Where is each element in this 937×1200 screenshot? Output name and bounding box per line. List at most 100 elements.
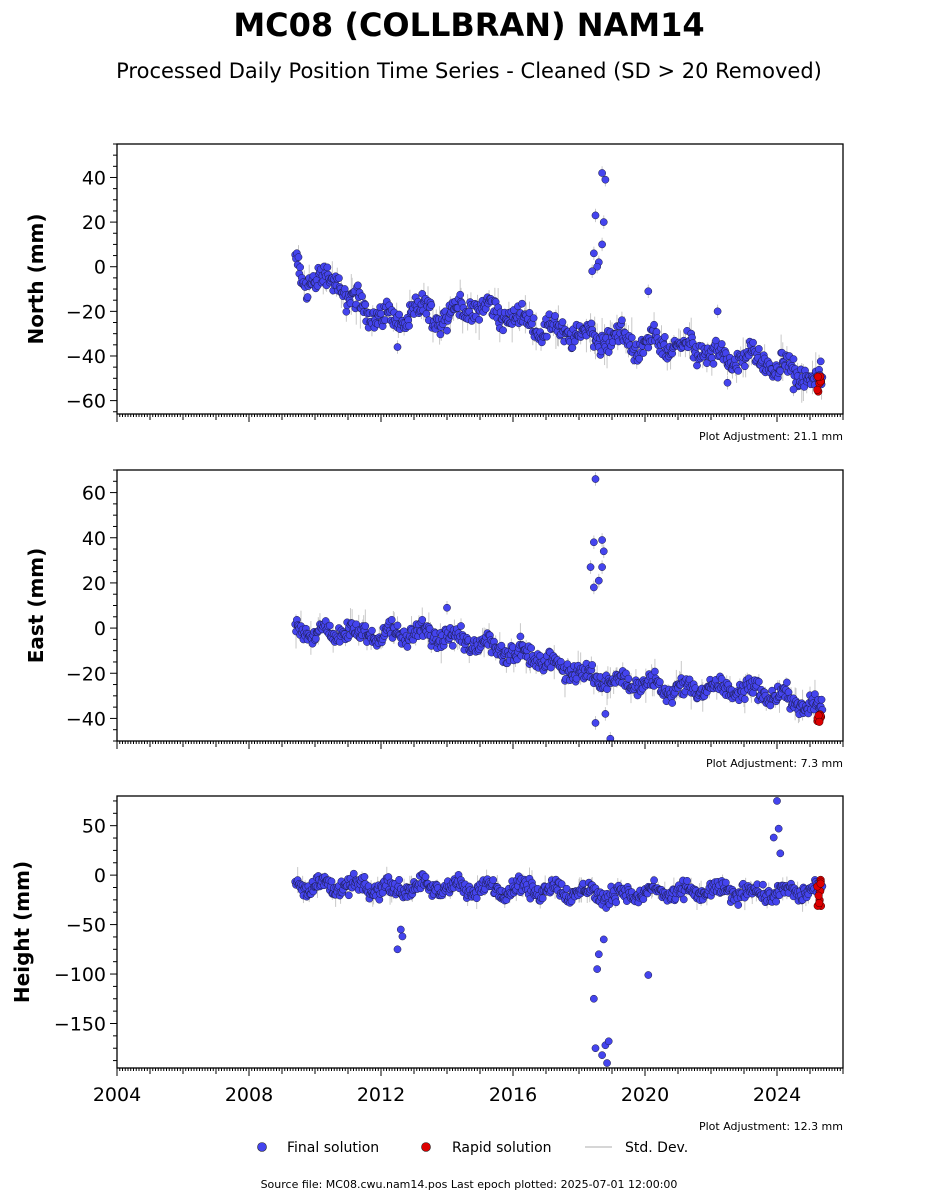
- final-point: [538, 894, 547, 903]
- x-tick-label: 2004: [93, 1084, 141, 1106]
- y-tick-label: −20: [66, 663, 106, 685]
- final-point: [660, 333, 669, 341]
- final-point: [816, 357, 825, 366]
- final-point: [377, 309, 385, 318]
- plot-adjustment-height: Plot Adjustment: 12.3 mm: [699, 1120, 843, 1133]
- final-point-outlier: [598, 536, 606, 544]
- final-point: [497, 641, 506, 650]
- final-point-outlier: [599, 935, 608, 944]
- final-point-outlier: [393, 343, 402, 351]
- final-point: [344, 891, 353, 900]
- final-point-outlier: [598, 1051, 606, 1059]
- x-tick-label: 2016: [489, 1084, 537, 1106]
- final-point-outlier: [598, 563, 606, 571]
- final-point-outlier: [588, 267, 597, 276]
- y-axis-height: 50 0 −50 −100 −150: [54, 800, 117, 1062]
- rapid-points-north: [813, 372, 826, 396]
- y-tick-label: −60: [66, 391, 106, 413]
- final-point: [518, 299, 526, 308]
- final-point-outlier: [443, 603, 451, 612]
- panel-north: 40 20 0 −20 −40 −60 North (mm) Plot Adjustment:…: [24, 143, 844, 443]
- x-axis-height: 2004 2008 2012 2016 2020 2024: [93, 1068, 844, 1106]
- axes-frame-north: [116, 143, 844, 415]
- final-point: [817, 695, 826, 704]
- final-point-outlier: [593, 965, 602, 973]
- plot-area-north: [291, 166, 827, 403]
- x-tick-label: 2024: [753, 1084, 801, 1106]
- final-point: [303, 293, 312, 301]
- final-point-outlier: [601, 710, 610, 718]
- final-point-outlier: [586, 563, 595, 571]
- plot-area-east: [291, 472, 827, 741]
- y-tick-label: 40: [82, 167, 106, 189]
- final-point: [624, 674, 633, 683]
- y-tick-label: −150: [54, 1013, 106, 1035]
- final-point: [360, 872, 369, 881]
- rapid-point: [816, 879, 825, 888]
- final-points-height: [291, 797, 827, 1067]
- y-tick-label: −50: [66, 915, 106, 937]
- final-point: [326, 621, 334, 630]
- final-point-outlier: [599, 218, 608, 226]
- final-point-outlier: [393, 945, 402, 954]
- final-point-outlier: [594, 576, 603, 585]
- legend: Final solution Rapid solution Std. Dev.: [257, 1140, 688, 1156]
- final-points-east: [291, 475, 827, 741]
- final-point: [472, 894, 481, 903]
- final-point: [403, 643, 412, 651]
- final-point-outlier: [644, 971, 653, 979]
- final-point: [436, 330, 445, 339]
- final-point: [368, 626, 376, 635]
- final-point: [734, 901, 743, 909]
- final-point: [783, 678, 791, 687]
- final-point: [387, 615, 396, 624]
- final-point-outlier: [591, 1044, 600, 1053]
- final-point: [551, 312, 559, 320]
- rapid-point: [813, 385, 822, 394]
- plot-adjustment-north: Plot Adjustment: 21.1 mm: [699, 430, 843, 443]
- y-tick-label: 0: [94, 618, 106, 640]
- final-point: [668, 699, 677, 707]
- final-point-outlier: [598, 240, 606, 249]
- final-point: [639, 349, 648, 357]
- final-point-outlier: [606, 734, 615, 741]
- final-point: [587, 319, 596, 328]
- final-point-outlier: [601, 175, 610, 184]
- final-point: [755, 344, 763, 353]
- x-tick-label: 2020: [621, 1084, 669, 1106]
- final-point: [740, 695, 749, 704]
- final-point: [529, 314, 538, 322]
- final-point: [527, 644, 536, 652]
- final-point: [755, 677, 763, 686]
- final-point: [679, 895, 688, 904]
- final-point: [650, 876, 658, 885]
- final-point: [421, 872, 430, 881]
- rapid-points-height: [813, 875, 826, 910]
- rapid-point: [815, 899, 824, 908]
- legend-rapid-marker: [421, 1142, 431, 1152]
- x-tick-label: 2012: [357, 1084, 405, 1106]
- final-point: [627, 333, 636, 342]
- final-point: [393, 621, 402, 630]
- rapid-point: [813, 372, 822, 381]
- final-point-outlier: [590, 249, 598, 258]
- final-point: [327, 877, 336, 886]
- final-point: [558, 318, 567, 326]
- final-point: [395, 310, 403, 319]
- final-point-outlier: [789, 385, 798, 394]
- rapid-point: [815, 717, 824, 726]
- final-point: [618, 316, 626, 325]
- panels: 40 20 0 −20 −40 −60 North (mm) Plot Adjustment:…: [10, 143, 844, 1133]
- final-point-outlier: [398, 932, 407, 941]
- final-point: [588, 661, 597, 669]
- plot-area-height: [291, 797, 827, 1067]
- final-point-outlier: [590, 538, 598, 547]
- final-point-outlier: [776, 849, 785, 858]
- final-point: [475, 315, 484, 324]
- legend-rapid-label: Rapid solution: [452, 1140, 552, 1156]
- source-footer: Source file: MC08.cwu.nam14.pos Last epo…: [261, 1178, 678, 1191]
- final-point-outlier: [590, 994, 598, 1003]
- y-tick-label: 60: [82, 483, 106, 505]
- final-point: [361, 622, 370, 630]
- legend-final-marker: [257, 1142, 267, 1152]
